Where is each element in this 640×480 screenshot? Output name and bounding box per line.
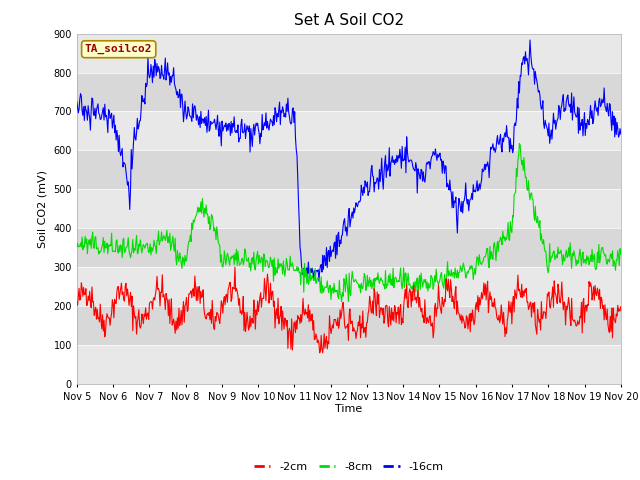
Bar [77,267,621,306]
Bar [77,306,621,345]
Title: Set A Soil CO2: Set A Soil CO2 [294,13,404,28]
Legend: -2cm, -8cm, -16cm: -2cm, -8cm, -16cm [250,457,448,477]
Bar [77,111,621,150]
Bar [77,150,621,189]
Bar [77,189,621,228]
X-axis label: Time: Time [335,405,362,414]
Bar [77,34,621,72]
Y-axis label: Soil CO2 (mV): Soil CO2 (mV) [38,170,48,248]
Bar [77,72,621,111]
Text: TA_soilco2: TA_soilco2 [85,44,152,54]
Bar [77,228,621,267]
Bar [77,345,621,384]
